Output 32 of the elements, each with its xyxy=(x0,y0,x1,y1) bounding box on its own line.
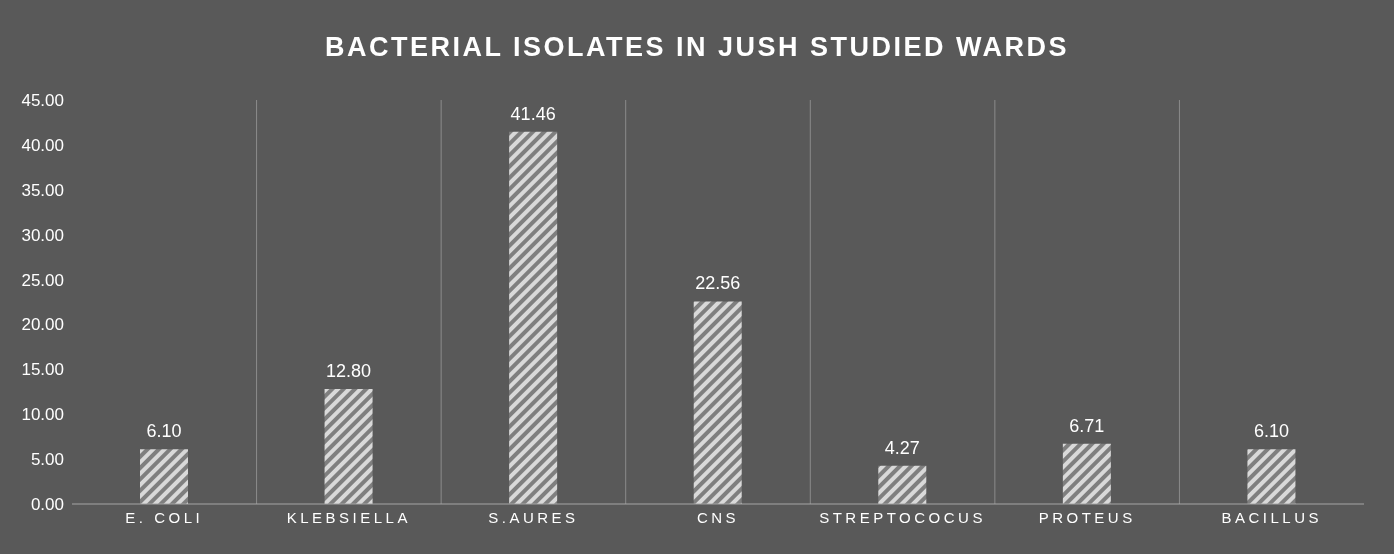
bar xyxy=(693,301,742,504)
x-tick-label: E. COLI xyxy=(125,508,204,526)
y-tick-label: 15.00 xyxy=(21,360,64,380)
y-tick-label: 10.00 xyxy=(21,405,64,425)
y-tick-label: 45.00 xyxy=(21,91,64,111)
bar xyxy=(140,449,188,504)
bar xyxy=(509,131,558,504)
y-tick-label: 20.00 xyxy=(21,315,64,335)
bar xyxy=(878,465,927,504)
y-tick-label: 25.00 xyxy=(21,270,64,290)
y-tick-label: 5.00 xyxy=(30,450,64,470)
bar xyxy=(1062,443,1111,504)
chart-title: BACTERIAL ISOLATES IN JUSH STUDIED WARDS xyxy=(323,32,1070,63)
data-label: 4.27 xyxy=(884,437,920,458)
x-tick-label: S.AURES xyxy=(488,508,579,526)
y-tick-label: 0.00 xyxy=(30,495,64,515)
data-label: 41.46 xyxy=(510,103,556,124)
x-tick-label: BACILLUS xyxy=(1221,508,1322,526)
x-tick-label: CNS xyxy=(696,508,740,526)
bar xyxy=(324,389,373,504)
data-label: 6.71 xyxy=(1069,415,1105,436)
y-tick-label: 40.00 xyxy=(21,135,64,155)
bar xyxy=(1247,449,1296,504)
y-tick-label: 35.00 xyxy=(21,180,64,200)
data-label: 6.10 xyxy=(1253,421,1289,442)
data-label: 22.56 xyxy=(695,273,741,294)
y-tick-label: 30.00 xyxy=(21,225,64,245)
data-label: 6.10 xyxy=(146,421,182,442)
x-tick-label: KLEBSIELLA xyxy=(286,508,411,526)
x-tick-label: PROTEUS xyxy=(1038,508,1136,526)
data-label: 12.80 xyxy=(326,361,372,382)
x-tick-label: STREPTOCOCUS xyxy=(819,508,986,526)
